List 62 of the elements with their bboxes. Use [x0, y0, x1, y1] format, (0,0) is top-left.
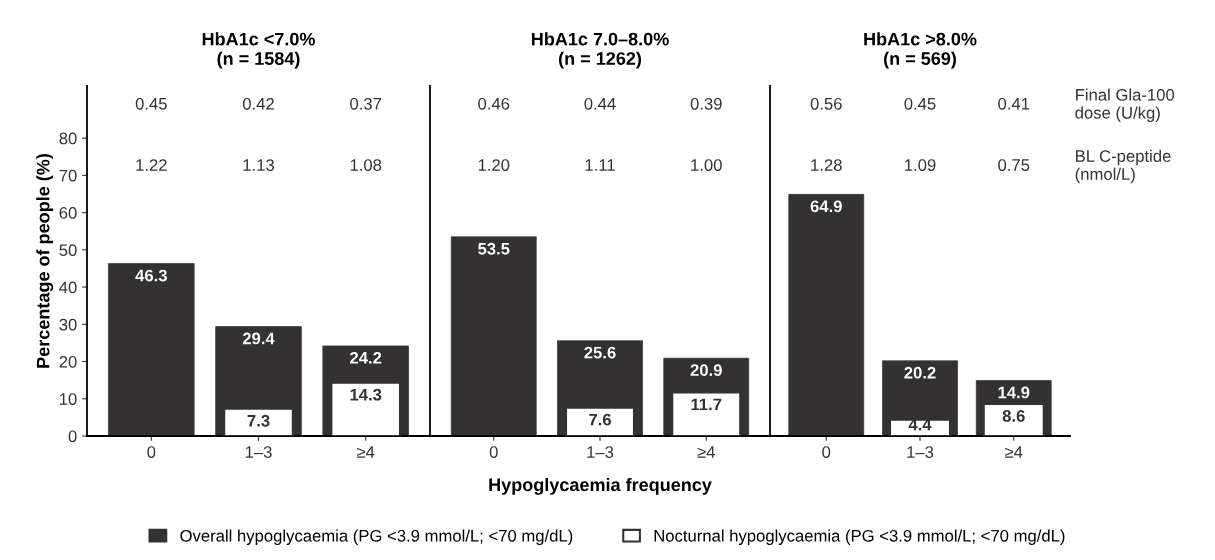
annotation: 0.41 [998, 97, 1030, 110]
annotation: 1.20 [478, 159, 510, 171]
annotation: 0.75 [998, 159, 1030, 171]
annotation: 1.08 [350, 159, 382, 171]
annotation: 1.28 [811, 159, 842, 171]
data-label: 64.9 [810, 200, 842, 213]
data-label: 24.2 [350, 351, 382, 364]
x-tick-label: 0 [489, 446, 498, 458]
x-axis-title: Hypoglycaemia frequency [489, 477, 712, 495]
legend-label: Overall hypoglycaemia (PG <3.9 mmol/L; <70 mg/dL) [180, 529, 573, 545]
data-label: 29.4 [242, 332, 275, 345]
text: BL C-peptide (nmol/L) [1075, 149, 1171, 184]
y-tick-label: 30 [59, 318, 77, 331]
chart-title: HbA1c 7.0–8.0% (n = 1262) [531, 32, 669, 69]
annotation: 1.11 [585, 159, 615, 171]
annotation: 1.00 [691, 159, 722, 171]
y-tick-label: 70 [59, 169, 77, 182]
bar [788, 194, 865, 436]
data-label: 20.9 [690, 364, 722, 377]
y-tick-label: 80 [59, 132, 77, 145]
data-label: 8.6 [1002, 410, 1025, 422]
x-tick-label: 1–3 [907, 446, 934, 458]
x-tick-label: ≥4 [357, 446, 375, 458]
x-tick-label: ≥4 [697, 446, 715, 458]
annotation: 0.42 [242, 97, 274, 110]
annotation: 0.45 [135, 97, 167, 110]
y-tick-label: 50 [59, 244, 77, 257]
chart-title: HbA1c <7.0% (n = 1584) [202, 32, 315, 69]
bar [450, 236, 537, 436]
bar [108, 263, 195, 436]
data-label: 53.5 [478, 242, 510, 255]
y-tick-label: 0 [68, 430, 77, 443]
data-label: 46.3 [135, 269, 167, 282]
y-tick-label: 40 [59, 281, 77, 294]
annotation: 0.39 [690, 97, 722, 110]
annotation: 0.45 [904, 97, 936, 110]
data-label: 11.7 [691, 398, 722, 411]
data-label: 7.3 [247, 414, 270, 427]
x-tick-label: 1–3 [587, 446, 614, 458]
x-tick-label: 1–3 [245, 446, 272, 458]
x-tick-label: 0 [147, 446, 156, 458]
x-tick-label: ≥4 [1005, 446, 1023, 458]
annotation: 0.44 [584, 97, 616, 110]
data-label: 14.3 [350, 388, 382, 401]
y-tick-label: 20 [59, 355, 77, 368]
data-label: 7.6 [589, 413, 611, 426]
annotation: 0.56 [810, 97, 842, 110]
annotation: 0.46 [478, 97, 510, 110]
annotation: 1.09 [905, 159, 936, 171]
y-tick-label: 60 [59, 207, 77, 219]
chart-title: HbA1c >8.0% (n = 569) [864, 32, 977, 69]
annotation: 1.13 [243, 159, 274, 171]
annotation: 1.22 [136, 159, 167, 171]
y-tick-label: 10 [60, 393, 77, 405]
x-tick-label: 0 [822, 446, 831, 458]
annotation: 0.37 [350, 97, 382, 110]
y-axis-title: Percentage of people (%) [36, 154, 54, 368]
data-label: 20.2 [904, 366, 936, 379]
legend-label: Nocturnal hypoglycaemia (PG <3.9 mmol/L; <70 mg/dL) [654, 529, 1065, 545]
data-label: 14.9 [998, 386, 1030, 399]
text: Final Gla-100 dose (U/kg) [1075, 88, 1175, 122]
data-label: 25.6 [584, 346, 616, 359]
